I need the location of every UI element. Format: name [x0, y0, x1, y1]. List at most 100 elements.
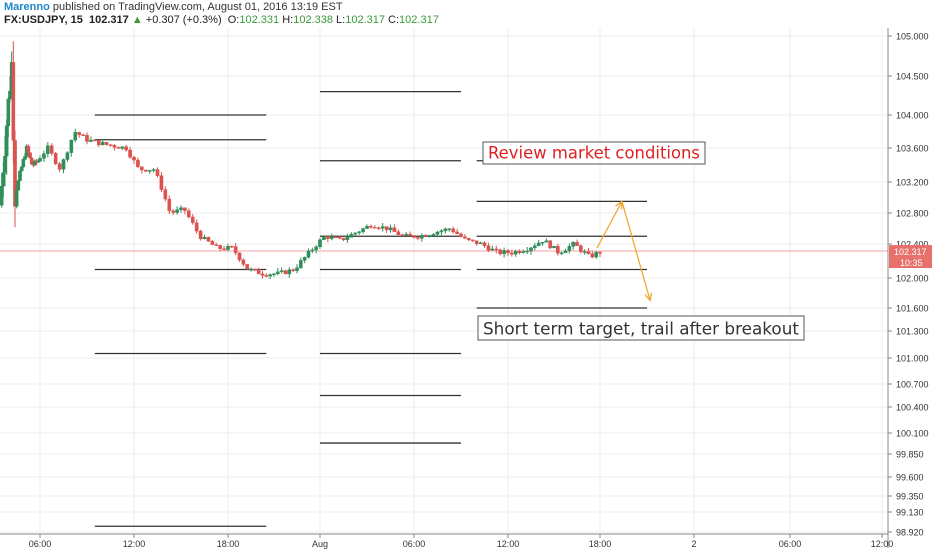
candle-body: [268, 274, 272, 277]
candle-body: [230, 245, 234, 248]
candle-body: [416, 237, 420, 239]
candle-body: [116, 147, 121, 149]
candle-body: [14, 190, 19, 207]
candle-body: [264, 275, 269, 277]
candle-body: [272, 273, 276, 275]
time-tick-label: Aug: [312, 539, 328, 549]
forecast-arrow-line: [596, 201, 623, 249]
candle-body: [287, 269, 292, 275]
candle-body: [314, 246, 318, 251]
candle-body: [598, 252, 602, 254]
candle-body: [376, 227, 381, 229]
candle-body: [459, 233, 463, 237]
time-tick-label: 18:00: [217, 539, 240, 549]
candle-body: [486, 245, 491, 251]
candle-body: [559, 252, 564, 254]
candle-body: [210, 241, 215, 245]
time-tick-label: 2: [691, 539, 696, 549]
candle-body: [451, 228, 455, 233]
candle-body: [443, 228, 448, 232]
candle-body: [579, 245, 583, 252]
candle-body: [147, 170, 152, 172]
candle-body: [380, 226, 385, 229]
candle-body: [427, 234, 432, 237]
candle-body: [513, 250, 518, 255]
candle-body: [345, 237, 350, 240]
candle-body: [482, 242, 487, 246]
candle-body: [61, 159, 66, 170]
candle-body: [563, 250, 568, 253]
candle-body: [136, 159, 140, 168]
candle-body: [260, 273, 265, 276]
candle-body: [85, 135, 89, 142]
candle-body: [96, 139, 101, 146]
candle-body: [540, 242, 545, 244]
candle-body: [21, 159, 26, 168]
candle-body: [306, 250, 311, 258]
levels-layer: [94, 90, 647, 527]
price-tick-label: 102.000: [896, 274, 929, 284]
last-price-tag-label: 102.317: [894, 247, 927, 257]
candle-body: [81, 134, 85, 136]
candle-body: [23, 156, 27, 160]
candle-body: [525, 250, 529, 253]
candle-body: [29, 157, 34, 165]
close-value: 102.317: [399, 14, 439, 26]
candle-body: [253, 268, 257, 271]
candle-body: [498, 249, 502, 255]
candle-body: [392, 227, 397, 232]
candle-body: [575, 242, 579, 246]
candle-body: [467, 238, 471, 241]
countdown-label: 10:35: [900, 258, 923, 268]
price-tick-label: 99.350: [896, 492, 924, 502]
high-value: 102.338: [293, 14, 333, 26]
candle-body: [140, 166, 144, 171]
close-label: C:: [388, 14, 400, 26]
chart-header: Marenno published on TradingView.com, Au…: [0, 0, 932, 28]
candle-body: [586, 251, 591, 254]
high-label: H:: [282, 14, 294, 26]
candle-body: [326, 236, 330, 239]
candle-body: [365, 226, 369, 229]
candle-body: [463, 236, 467, 239]
candle-body: [353, 232, 358, 235]
price-tick-label: 101.600: [896, 304, 929, 314]
candle-body: [400, 234, 405, 237]
candle-body: [349, 233, 354, 238]
candle-body: [143, 169, 148, 172]
annotation-box: [477, 315, 805, 341]
candle-body: [249, 268, 253, 271]
candle-body: [420, 235, 424, 239]
candle-body: [202, 236, 207, 240]
price-change: +0.307 (+0.3%): [145, 14, 222, 26]
candle-body: [517, 250, 522, 253]
candle-body: [341, 237, 346, 240]
candle-body: [536, 242, 541, 246]
author-link[interactable]: Marenno: [4, 1, 50, 13]
price-tick-label: 103.600: [896, 144, 929, 154]
symbol-label[interactable]: FX:USDJPY, 15: [4, 14, 83, 26]
candle-body: [100, 142, 105, 146]
candle-body: [93, 139, 97, 142]
candle-body: [431, 234, 436, 236]
candle-body: [69, 139, 74, 153]
candle-body: [175, 209, 179, 213]
price-tick-label: 102.400: [896, 240, 929, 250]
candle-body: [423, 235, 428, 237]
price-tick-label: 98.920: [896, 528, 924, 538]
time-tick-label: 12:00: [871, 539, 894, 549]
candle-body: [373, 227, 377, 229]
candle-body: [214, 244, 219, 246]
candle-body: [470, 239, 475, 242]
annotation-text: Review market conditions: [488, 144, 700, 164]
candle-body: [159, 175, 164, 190]
candle-body: [329, 236, 334, 239]
candle-body: [544, 240, 549, 243]
price-tick-label: 100.100: [896, 429, 929, 439]
price-axis-background: [888, 28, 932, 534]
candle-body: [369, 226, 373, 228]
arrowhead-icon: [644, 292, 653, 302]
candle-body: [218, 245, 222, 250]
candle-body: [226, 245, 230, 250]
